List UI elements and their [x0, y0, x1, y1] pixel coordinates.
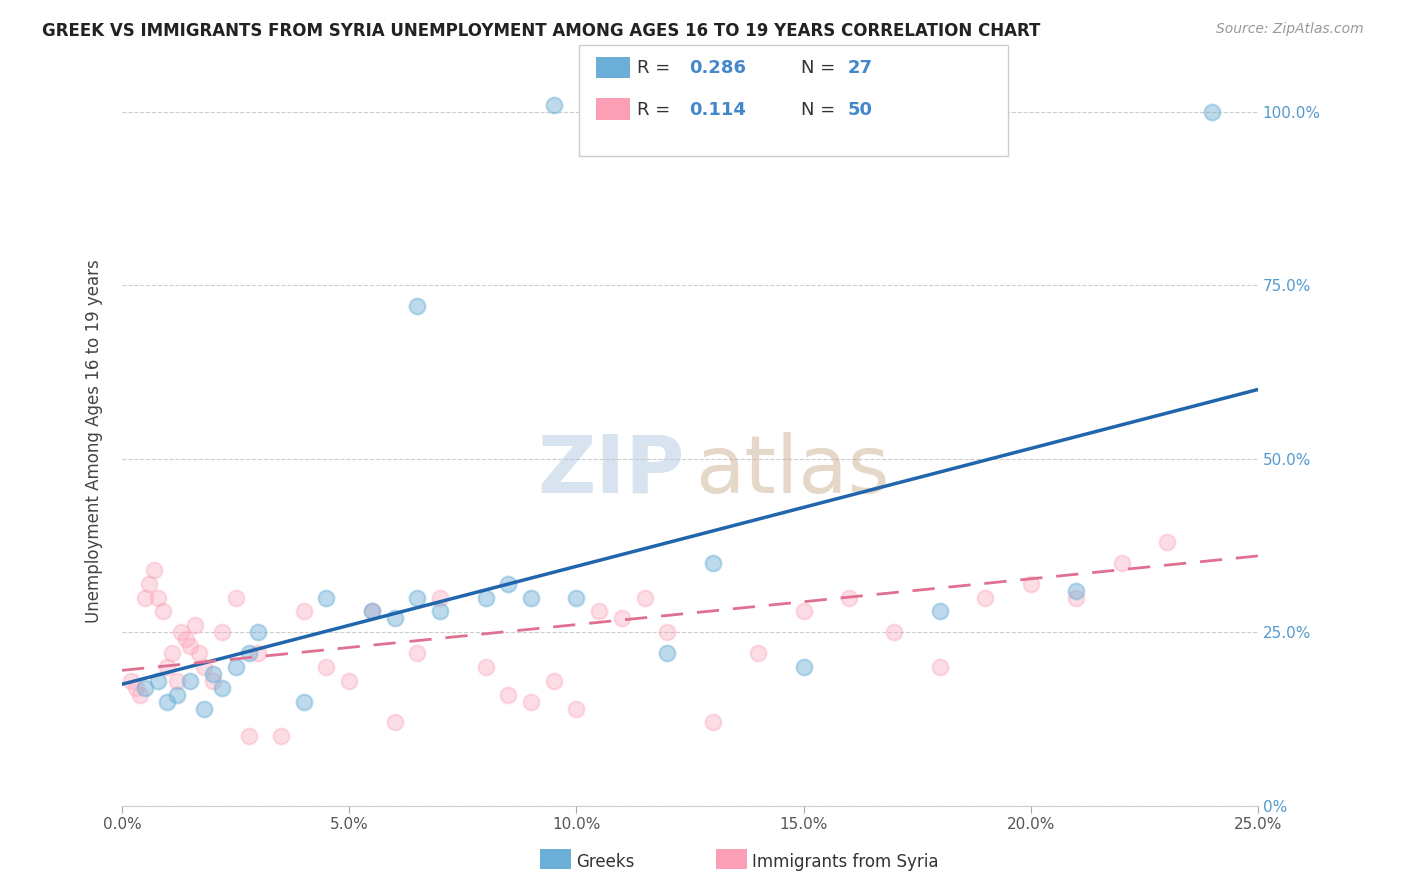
- Point: [361, 604, 384, 618]
- Text: N =: N =: [801, 101, 841, 119]
- Point: [247, 646, 270, 660]
- Text: N =: N =: [801, 59, 841, 77]
- Point: [238, 729, 260, 743]
- Point: [496, 688, 519, 702]
- Point: [201, 673, 224, 688]
- Point: [315, 660, 337, 674]
- Point: [174, 632, 197, 647]
- Point: [429, 604, 451, 618]
- Point: [193, 701, 215, 715]
- Point: [792, 660, 814, 674]
- Point: [702, 556, 724, 570]
- Text: GREEK VS IMMIGRANTS FROM SYRIA UNEMPLOYMENT AMONG AGES 16 TO 19 YEARS CORRELATIO: GREEK VS IMMIGRANTS FROM SYRIA UNEMPLOYM…: [42, 22, 1040, 40]
- Point: [384, 611, 406, 625]
- Point: [1111, 556, 1133, 570]
- Text: atlas: atlas: [696, 432, 890, 509]
- Point: [138, 576, 160, 591]
- Point: [928, 660, 950, 674]
- Point: [125, 681, 148, 695]
- Point: [1064, 583, 1087, 598]
- Point: [166, 673, 188, 688]
- Point: [201, 666, 224, 681]
- Point: [148, 591, 170, 605]
- Point: [406, 299, 429, 313]
- Point: [193, 660, 215, 674]
- Point: [170, 625, 193, 640]
- Text: Greeks: Greeks: [576, 853, 636, 871]
- Text: 50: 50: [848, 101, 873, 119]
- Point: [543, 98, 565, 112]
- Point: [633, 591, 655, 605]
- Point: [179, 673, 201, 688]
- Point: [702, 715, 724, 730]
- Point: [361, 604, 384, 618]
- Point: [474, 591, 496, 605]
- Point: [974, 591, 997, 605]
- Point: [520, 591, 543, 605]
- Point: [543, 673, 565, 688]
- Point: [152, 604, 174, 618]
- Point: [142, 563, 165, 577]
- Point: [156, 695, 179, 709]
- Point: [225, 591, 247, 605]
- Text: R =: R =: [637, 59, 676, 77]
- Point: [134, 681, 156, 695]
- Point: [1019, 576, 1042, 591]
- Text: ZIP: ZIP: [537, 432, 685, 509]
- Point: [270, 729, 292, 743]
- Point: [156, 660, 179, 674]
- Point: [315, 591, 337, 605]
- Point: [148, 673, 170, 688]
- Point: [225, 660, 247, 674]
- Point: [120, 673, 142, 688]
- Point: [657, 646, 679, 660]
- Point: [792, 604, 814, 618]
- Point: [883, 625, 905, 640]
- Point: [565, 701, 588, 715]
- Point: [166, 688, 188, 702]
- Point: [610, 611, 633, 625]
- Point: [496, 576, 519, 591]
- Point: [238, 646, 260, 660]
- Point: [474, 660, 496, 674]
- Text: 0.114: 0.114: [689, 101, 745, 119]
- Point: [724, 126, 747, 140]
- Text: Immigrants from Syria: Immigrants from Syria: [752, 853, 939, 871]
- Point: [160, 646, 183, 660]
- Point: [406, 646, 429, 660]
- Point: [134, 591, 156, 605]
- Point: [429, 591, 451, 605]
- Point: [1156, 535, 1178, 549]
- Point: [384, 715, 406, 730]
- Text: 27: 27: [848, 59, 873, 77]
- Point: [928, 604, 950, 618]
- Point: [838, 591, 860, 605]
- Point: [657, 625, 679, 640]
- Point: [588, 604, 610, 618]
- Point: [179, 639, 201, 653]
- Point: [211, 681, 233, 695]
- Text: Source: ZipAtlas.com: Source: ZipAtlas.com: [1216, 22, 1364, 37]
- Text: 0.286: 0.286: [689, 59, 747, 77]
- Point: [406, 591, 429, 605]
- Point: [129, 688, 152, 702]
- Point: [1201, 105, 1223, 120]
- Point: [184, 618, 207, 632]
- Point: [292, 604, 315, 618]
- Point: [747, 646, 769, 660]
- Point: [1064, 591, 1087, 605]
- Point: [247, 625, 270, 640]
- Point: [565, 591, 588, 605]
- Point: [337, 673, 360, 688]
- Y-axis label: Unemployment Among Ages 16 to 19 years: Unemployment Among Ages 16 to 19 years: [86, 260, 103, 624]
- Point: [520, 695, 543, 709]
- Point: [211, 625, 233, 640]
- Point: [292, 695, 315, 709]
- Text: R =: R =: [637, 101, 682, 119]
- Point: [188, 646, 211, 660]
